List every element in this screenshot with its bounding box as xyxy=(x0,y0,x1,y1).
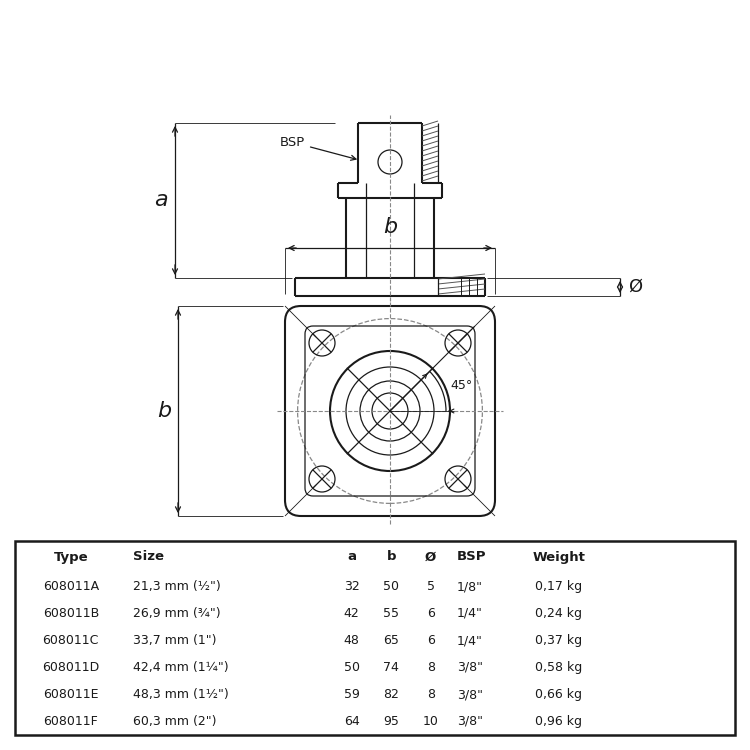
Text: 3/8": 3/8" xyxy=(457,715,482,728)
Text: BSP: BSP xyxy=(457,550,486,563)
Text: 50: 50 xyxy=(344,661,359,674)
Text: 6: 6 xyxy=(427,607,435,620)
Text: 3/8": 3/8" xyxy=(457,661,482,674)
Text: 42: 42 xyxy=(344,607,359,620)
Text: 1/4": 1/4" xyxy=(457,634,482,647)
Text: 26,9 mm (¾"): 26,9 mm (¾") xyxy=(133,607,220,620)
Text: 48: 48 xyxy=(344,634,359,647)
Text: 33,7 mm (1"): 33,7 mm (1") xyxy=(133,634,216,647)
Text: 21,3 mm (½"): 21,3 mm (½") xyxy=(133,580,220,593)
Text: Size: Size xyxy=(133,550,164,563)
Text: b: b xyxy=(386,550,396,563)
Text: 10: 10 xyxy=(423,715,439,728)
Bar xyxy=(15,541,735,735)
Text: 0,37 kg: 0,37 kg xyxy=(535,634,582,647)
Text: 1/8": 1/8" xyxy=(457,580,482,593)
Text: 0,66 kg: 0,66 kg xyxy=(535,688,582,701)
Text: 65: 65 xyxy=(383,634,399,647)
Text: 32: 32 xyxy=(344,580,359,593)
Text: 50: 50 xyxy=(383,580,399,593)
Text: 55: 55 xyxy=(383,607,399,620)
Text: a: a xyxy=(347,550,356,563)
Text: 48,3 mm (1½"): 48,3 mm (1½") xyxy=(133,688,228,701)
Text: 60,3 mm (2"): 60,3 mm (2") xyxy=(133,715,216,728)
Text: 608011F: 608011F xyxy=(44,715,98,728)
Text: BSP: BSP xyxy=(280,136,356,160)
Text: 3/8": 3/8" xyxy=(457,688,482,701)
Text: 59: 59 xyxy=(344,688,359,701)
Text: 42,4 mm (1¼"): 42,4 mm (1¼") xyxy=(133,661,228,674)
Text: 95: 95 xyxy=(383,715,399,728)
Text: 0,58 kg: 0,58 kg xyxy=(535,661,582,674)
Text: Ø: Ø xyxy=(628,278,642,296)
Text: b: b xyxy=(383,217,397,237)
Text: a: a xyxy=(154,190,168,211)
Text: 82: 82 xyxy=(383,688,399,701)
Text: 608011A: 608011A xyxy=(43,580,99,593)
Text: 608011E: 608011E xyxy=(43,688,98,701)
Text: 0,24 kg: 0,24 kg xyxy=(535,607,582,620)
Text: 8: 8 xyxy=(427,688,435,701)
Text: 64: 64 xyxy=(344,715,359,728)
Text: 8: 8 xyxy=(427,661,435,674)
Text: 1/4": 1/4" xyxy=(457,607,482,620)
Text: Ø: Ø xyxy=(425,550,436,563)
Text: Type: Type xyxy=(53,550,88,563)
Text: 0,17 kg: 0,17 kg xyxy=(535,580,582,593)
Text: 45°: 45° xyxy=(450,379,472,392)
Text: 608011D: 608011D xyxy=(42,661,100,674)
Text: 6: 6 xyxy=(427,634,435,647)
Text: b: b xyxy=(157,401,171,421)
Text: 608011C: 608011C xyxy=(43,634,99,647)
Text: 74: 74 xyxy=(383,661,399,674)
Text: Weight: Weight xyxy=(532,550,585,563)
Text: 608011B: 608011B xyxy=(43,607,99,620)
Text: 0,96 kg: 0,96 kg xyxy=(535,715,582,728)
Text: 5: 5 xyxy=(427,580,435,593)
